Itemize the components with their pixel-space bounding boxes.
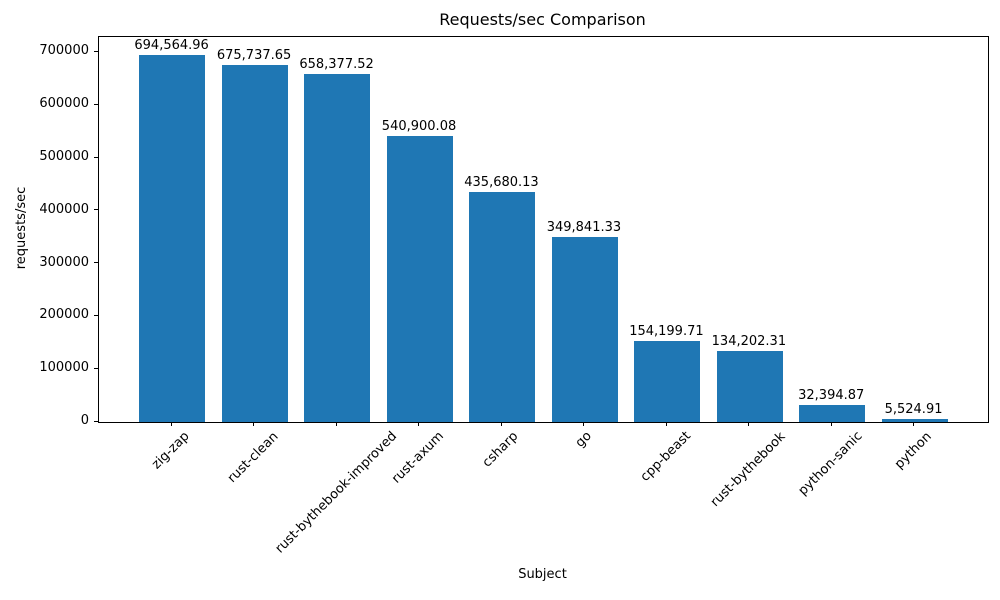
bar-cpp-beast	[634, 340, 701, 422]
x-tick-label: zig-zap	[149, 428, 193, 473]
y-tick-label: 100000	[39, 360, 89, 376]
y-tick-label: 500000	[39, 149, 89, 165]
y-tick-mark	[94, 103, 98, 105]
x-tick-label: rust-bythebook-improved	[272, 428, 400, 557]
bar-rust-clean	[221, 65, 288, 422]
x-tick-label: rust-bythebook	[708, 428, 789, 510]
y-tick-mark	[94, 50, 98, 52]
y-tick-mark	[94, 420, 98, 422]
y-tick-label: 600000	[39, 96, 89, 112]
x-tick-mark	[335, 422, 337, 426]
y-tick-mark	[94, 156, 98, 158]
bar-rust-bythebook-improved	[304, 74, 371, 422]
bar-zig-zap	[139, 55, 206, 422]
y-tick-label: 400000	[39, 201, 89, 217]
bar-value-label: 349,841.33	[546, 220, 622, 236]
bar-value-label: 675,737.65	[216, 48, 292, 64]
y-tick-mark	[94, 367, 98, 369]
bar-value-label: 32,394.87	[798, 387, 865, 403]
bar-value-label: 134,202.31	[711, 334, 787, 350]
bar-value-label: 154,199.71	[629, 323, 704, 339]
bar-value-label: 5,524.91	[884, 402, 943, 418]
bar-value-label: 694,564.96	[134, 38, 209, 54]
x-tick-label: go	[572, 428, 595, 451]
bar-python-sanic	[799, 404, 866, 422]
x-tick-mark	[665, 422, 667, 426]
chart-title: Requests/sec Comparison	[439, 10, 646, 29]
x-tick-label: python	[892, 428, 935, 472]
bar-python	[881, 419, 948, 422]
bar-rust-axum	[386, 136, 453, 422]
x-tick-label: csharp	[480, 429, 522, 471]
y-tick-mark	[94, 209, 98, 211]
x-tick-mark	[583, 422, 585, 426]
bar-value-label: 540,900.08	[381, 119, 457, 135]
y-tick-mark	[94, 262, 98, 264]
x-tick-label: rust-clean	[225, 428, 282, 486]
x-tick-label: python-sanic	[795, 429, 866, 499]
bar-value-label: 435,680.13	[464, 175, 539, 190]
y-tick-label: 0	[80, 413, 89, 428]
bar-value-label: 658,377.52	[299, 57, 374, 73]
bar-csharp	[469, 192, 536, 422]
x-tick-mark	[830, 422, 832, 426]
x-tick-mark	[253, 422, 255, 426]
x-axis-label: Subject	[518, 567, 567, 582]
plot-area	[98, 36, 989, 423]
x-tick-mark	[500, 422, 502, 426]
x-tick-label: cpp-beast	[637, 428, 695, 486]
y-tick-label: 700000	[39, 43, 89, 59]
y-tick-mark	[94, 314, 98, 316]
x-tick-mark	[748, 422, 750, 426]
y-tick-label: 300000	[39, 254, 89, 270]
x-tick-mark	[170, 422, 172, 426]
y-tick-label: 200000	[39, 307, 89, 323]
bar-go	[551, 237, 618, 422]
x-tick-mark	[418, 422, 420, 426]
x-tick-mark	[913, 422, 915, 426]
bar-rust-bythebook	[716, 351, 783, 422]
